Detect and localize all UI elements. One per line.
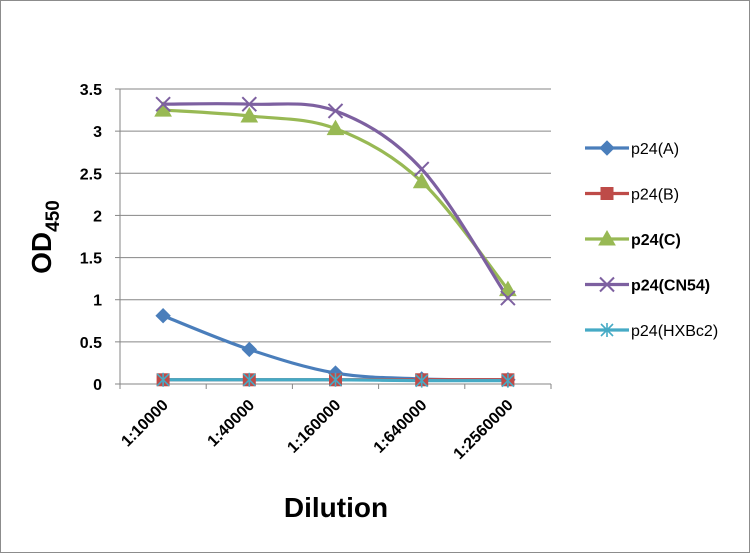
series-lines <box>161 102 510 383</box>
data-point-p24-c- <box>326 119 345 136</box>
data-point-p24-hxbc2- <box>156 372 170 387</box>
y-tick-label: 0 <box>93 377 102 394</box>
series-line-p24-cn54- <box>161 102 510 300</box>
data-point-p24-hxbc2- <box>501 373 515 388</box>
legend-marker <box>599 276 615 293</box>
data-point-p24-c- <box>240 106 259 123</box>
data-point-p24-hxbc2- <box>242 372 256 387</box>
data-point-p24-c- <box>499 280 517 297</box>
data-point-p24-cn54- <box>327 103 344 119</box>
data-point-p24-c- <box>412 172 431 189</box>
marker-stroke <box>599 276 615 293</box>
data-point-p24-cn54- <box>500 290 516 306</box>
series-markers <box>154 96 517 388</box>
marker-stroke <box>413 161 430 177</box>
series-line-p24-c- <box>161 108 510 292</box>
x-axis-title: Dilution <box>284 492 388 523</box>
legend-label: p24(B) <box>631 187 679 204</box>
data-point-p24-cn54- <box>155 96 171 112</box>
data-point-p24-cn54- <box>413 161 430 177</box>
legend-label: p24(C) <box>631 232 681 249</box>
y-tick-label: 1 <box>93 293 102 310</box>
y-tick-label: 3.5 <box>80 82 102 99</box>
y-axis-title-subscript: 450 <box>43 200 64 232</box>
y-tick-label: 1.5 <box>80 251 102 268</box>
axes: 0 0.5 1 1.5 2 2.5 3 3.5 1:10000 1:40000 1:160000 1:… <box>80 82 552 463</box>
y-tick-label: 2 <box>93 208 102 225</box>
marker-stroke <box>155 96 171 112</box>
marker-stroke <box>241 96 258 112</box>
marker-stroke <box>327 103 344 119</box>
x-tick-label: 1:160000 <box>284 397 344 457</box>
legend-marker <box>600 187 614 200</box>
legend-label: p24(CN54) <box>631 278 710 295</box>
legend-marker <box>598 229 616 246</box>
data-point-p24-a- <box>241 341 258 358</box>
data-point-p24-a- <box>155 308 171 324</box>
y-axis-title: OD450 <box>26 200 64 274</box>
x-tick-label: 1:40000 <box>205 397 259 451</box>
legend-label: p24(A) <box>631 141 679 158</box>
data-point-p24-cn54- <box>241 96 258 112</box>
y-tick-label: 0.5 <box>80 335 102 352</box>
legend: p24(A) p24(B) p24(C) p24(CN54) p24(HXBc2) <box>585 140 718 340</box>
data-point-p24-hxbc2- <box>328 372 343 387</box>
x-tick-label: 1:640000 <box>371 397 431 457</box>
x-tick-label: 1:2560000 <box>451 397 517 463</box>
marker-stroke <box>500 290 516 306</box>
y-tick-label: 2.5 <box>80 166 102 183</box>
y-axis-title-main: OD <box>26 232 57 274</box>
data-point-p24-hxbc2- <box>415 373 429 388</box>
x-tick-label: 1:10000 <box>118 397 172 451</box>
legend-marker <box>599 140 615 156</box>
legend-label: p24(HXBc2) <box>631 323 718 340</box>
y-tick-label: 3 <box>93 124 102 141</box>
legend-marker <box>600 323 614 337</box>
